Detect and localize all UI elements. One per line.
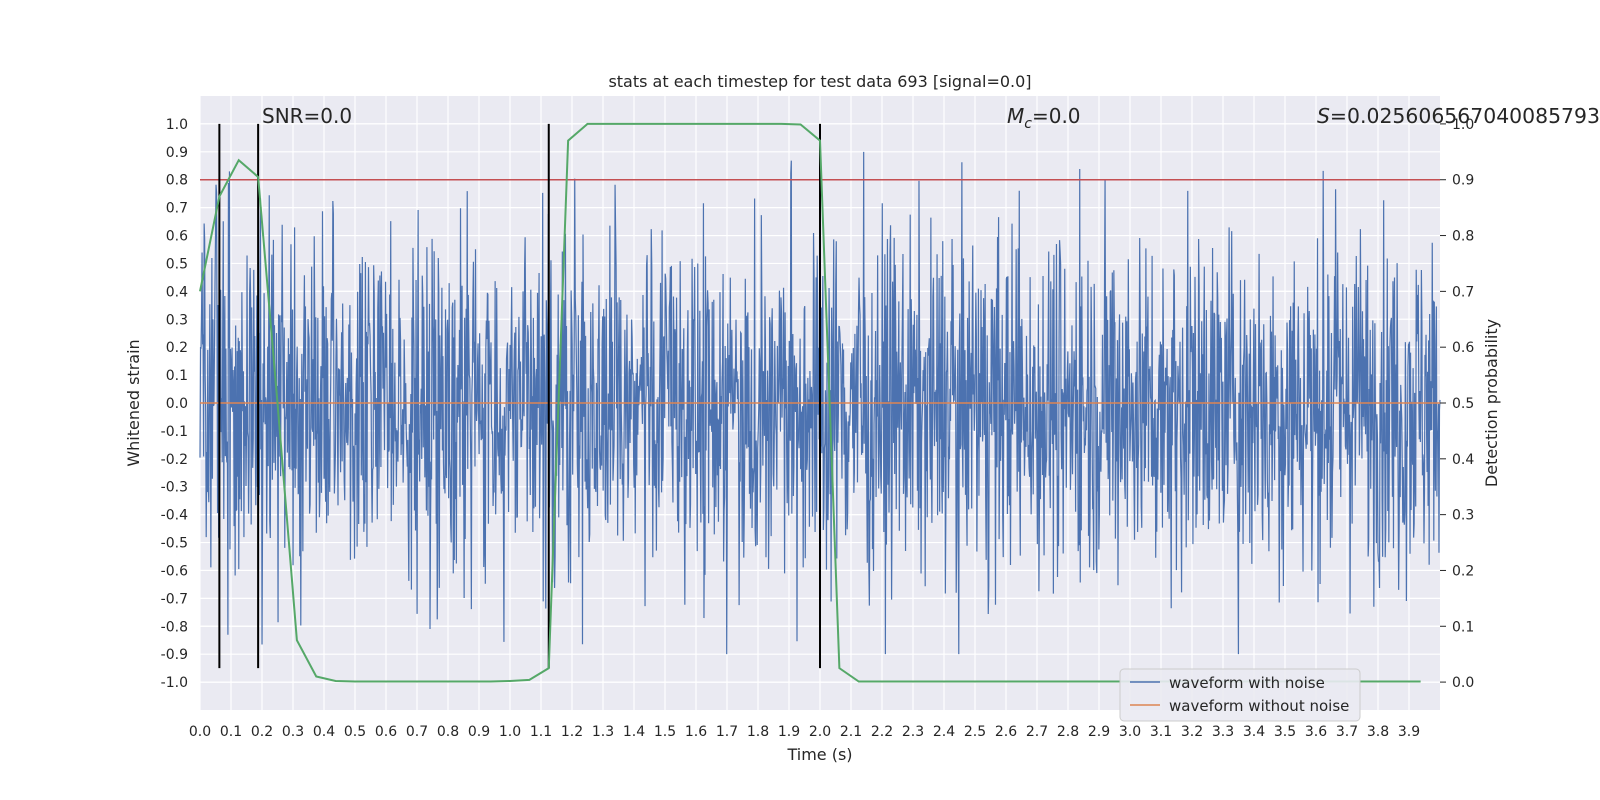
y-right-tick-label: 0.9: [1452, 173, 1474, 189]
y-tick-label: -0.5: [161, 536, 188, 552]
y-tick-label: 0.1: [166, 368, 188, 384]
y-right-tick-label: 0.7: [1452, 284, 1474, 300]
s-symbol: S: [1317, 104, 1330, 128]
legend: waveform with noise waveform without noi…: [1119, 668, 1361, 722]
x-tick-label: 0.4: [313, 724, 335, 740]
y-tick-label: 0.4: [166, 284, 188, 300]
y-tick-label: 0.2: [166, 340, 188, 356]
x-tick-label: 2.4: [933, 724, 955, 740]
x-tick-label: 0.7: [406, 724, 428, 740]
x-tick-label: 1.1: [530, 724, 552, 740]
x-tick-label: 1.7: [716, 724, 738, 740]
x-tick-label: 3.9: [1398, 724, 1420, 740]
mc-subscript: c: [1024, 116, 1032, 132]
x-tick-label: 2.0: [809, 724, 831, 740]
mc-value: =0.0: [1032, 104, 1081, 128]
y-tick-label: -0.8: [161, 619, 188, 635]
y-tick-label: -0.3: [161, 480, 188, 496]
x-tick-label: 0.2: [251, 724, 273, 740]
y-right-tick-label: 0.2: [1452, 563, 1474, 579]
x-tick-label: 2.8: [1057, 724, 1079, 740]
x-tick-label: 3.1: [1150, 724, 1172, 740]
snr-annotation: SNR=0.0: [262, 104, 352, 128]
y-tick-label: -1.0: [161, 675, 188, 691]
x-tick-label: 3.5: [1274, 724, 1296, 740]
y-tick-labels: 1.0 0.9 0.8 0.7 0.6 0.5 0.4 0.3 0.2 0.1 0.0 -0.1 -0.…: [161, 117, 188, 691]
mc-symbol: M: [1007, 104, 1024, 128]
x-tick-label: 1.5: [654, 724, 676, 740]
x-axis-label: Time (s): [786, 745, 852, 764]
x-tick-label: 2.9: [1088, 724, 1110, 740]
y-tick-label: -0.1: [161, 424, 188, 440]
y-tick-label: 0.8: [166, 173, 188, 189]
y-right-tick-label: 1.0: [1452, 117, 1474, 133]
legend-label-without-noise: waveform without noise: [1169, 697, 1349, 715]
y-tick-label: 0.9: [166, 145, 188, 161]
x-tick-label: 1.0: [499, 724, 521, 740]
x-tick-label: 1.9: [778, 724, 800, 740]
y-tick-label: 0.5: [166, 256, 188, 272]
x-tick-label: 3.3: [1212, 724, 1234, 740]
y-tick-label: 0.3: [166, 312, 188, 328]
y-right-tick-labels: 1.0 0.9 0.8 0.7 0.6 0.5 0.4 0.3 0.2 0.1 0.0: [1440, 117, 1474, 691]
x-tick-label: 1.2: [561, 724, 583, 740]
x-tick-label: 2.7: [1026, 724, 1048, 740]
y-right-tick-label: 0.4: [1452, 452, 1474, 468]
y-tick-label: 1.0: [166, 117, 188, 133]
y-tick-label: 0.0: [166, 396, 188, 412]
x-tick-labels: 0.0 0.1 0.2 0.3 0.4 0.5 0.6 0.7 0.8 0.9 1.0 1.1 1.2 1…: [189, 724, 1420, 740]
x-tick-label: 2.3: [902, 724, 924, 740]
x-tick-label: 2.5: [964, 724, 986, 740]
y-right-tick-label: 0.8: [1452, 229, 1474, 245]
y-right-axis-label: Detection probability: [1482, 319, 1501, 487]
x-tick-label: 1.4: [623, 724, 645, 740]
x-tick-label: 0.6: [375, 724, 397, 740]
legend-label-with-noise: waveform with noise: [1169, 674, 1325, 692]
x-tick-label: 3.8: [1367, 724, 1389, 740]
x-tick-label: 1.3: [592, 724, 614, 740]
x-tick-label: 3.4: [1243, 724, 1265, 740]
y-right-tick-label: 0.5: [1452, 396, 1474, 412]
y-right-tick-label: 0.0: [1452, 675, 1474, 691]
x-tick-label: 1.8: [747, 724, 769, 740]
x-tick-label: 3.0: [1119, 724, 1141, 740]
x-tick-label: 3.7: [1336, 724, 1358, 740]
x-tick-label: 3.6: [1305, 724, 1327, 740]
y-tick-label: 0.6: [166, 229, 188, 245]
legend-box: [1119, 668, 1361, 722]
x-tick-label: 2.1: [840, 724, 862, 740]
x-tick-label: 0.9: [468, 724, 490, 740]
chart-title: stats at each timestep for test data 693…: [608, 72, 1031, 91]
s-annotation: S=0.025606567040085793: [1317, 104, 1600, 128]
y-tick-label: -0.9: [161, 647, 188, 663]
x-tick-label: 0.8: [437, 724, 459, 740]
s-value: =0.025606567040085793: [1330, 104, 1600, 128]
x-tick-label: 0.0: [189, 724, 211, 740]
y-right-tick-label: 0.3: [1452, 508, 1474, 524]
y-tick-label: -0.2: [161, 452, 188, 468]
mc-annotation: Mc=0.0: [1007, 104, 1081, 132]
x-tick-label: 2.2: [871, 724, 893, 740]
y-right-tick-label: 0.1: [1452, 619, 1474, 635]
y-tick-label: 0.7: [166, 201, 188, 217]
y-right-tick-label: 0.6: [1452, 340, 1474, 356]
x-tick-label: 2.6: [995, 724, 1017, 740]
x-tick-label: 3.2: [1181, 724, 1203, 740]
x-tick-label: 0.1: [220, 724, 242, 740]
y-axis-label: Whitened strain: [124, 339, 143, 466]
x-tick-label: 1.6: [685, 724, 707, 740]
y-tick-label: -0.4: [161, 508, 188, 524]
x-tick-label: 0.3: [282, 724, 304, 740]
y-tick-label: -0.6: [161, 563, 188, 579]
y-tick-label: -0.7: [161, 591, 188, 607]
x-tick-label: 0.5: [344, 724, 366, 740]
